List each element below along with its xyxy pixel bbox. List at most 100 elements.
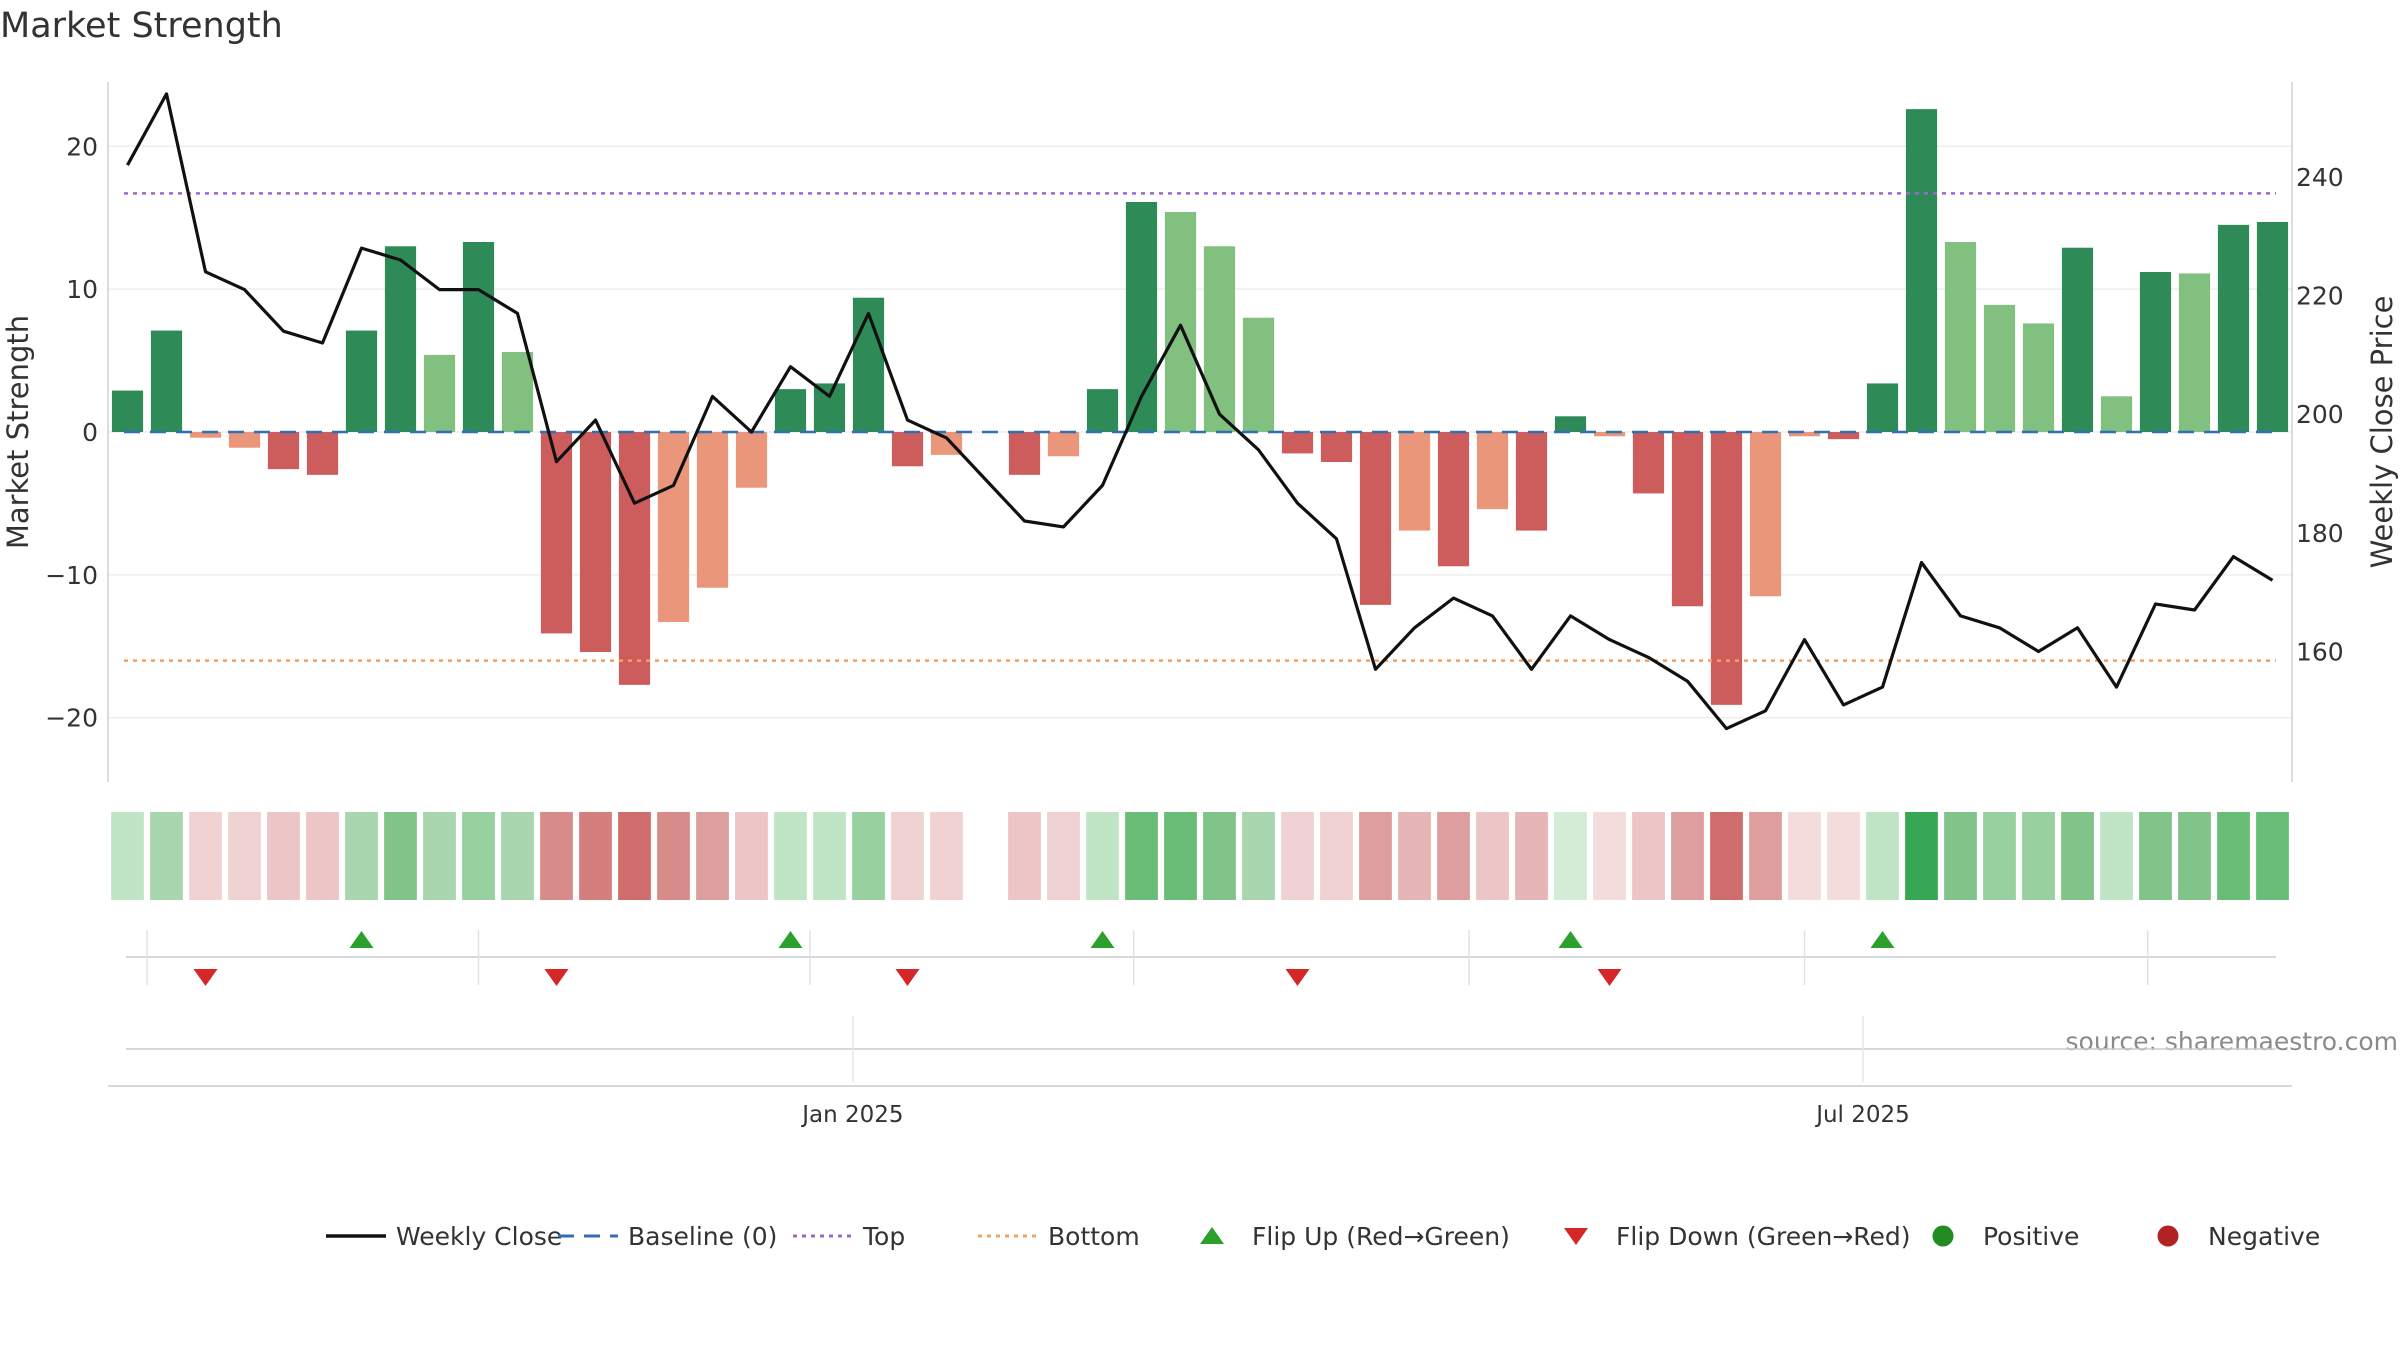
legend-label: Bottom (1048, 1222, 1140, 1251)
strength-bar (735, 432, 768, 488)
heat-strip-cell (657, 812, 690, 900)
strength-bar (1788, 432, 1821, 437)
strength-bar (1164, 212, 1197, 432)
strength-bar (2022, 323, 2055, 432)
strength-bar (1047, 432, 1080, 457)
strength-bar (1008, 432, 1041, 475)
y-tick-label: −10 (45, 561, 98, 590)
y2-tick-label: 220 (2296, 282, 2344, 311)
y2-tick-label: 160 (2296, 637, 2344, 666)
strength-bar (1320, 432, 1353, 462)
heat-strip-cell (1125, 812, 1158, 900)
heat-strip-cell (1008, 812, 1041, 900)
heat-strip-cell (1554, 812, 1587, 900)
legend-label: Weekly Close (396, 1222, 562, 1251)
heat-strip-cell (1398, 812, 1431, 900)
heat-strip-cell (306, 812, 339, 900)
timeline-layer: Jan 2025 Jul 2025 (108, 1016, 2292, 1128)
legend-item: Flip Down (Green→Red) (1564, 1222, 1911, 1251)
heat-strip-cell (345, 812, 378, 900)
heat-strip-cell (735, 812, 768, 900)
flip-up-marker (1090, 931, 1115, 948)
strength-bar (2100, 396, 2133, 432)
strength-bar (540, 432, 573, 634)
heat-strip-cell (1476, 812, 1509, 900)
y2-axis-label: Weekly Close Price (2365, 296, 2399, 569)
legend-marker-up (1200, 1227, 1224, 1244)
y2-tick-label: 200 (2296, 400, 2344, 429)
heat-strip-cell (540, 812, 573, 900)
heat-strip-cell (1866, 812, 1899, 900)
heat-strip-cell (852, 812, 885, 900)
strength-bar (1905, 109, 1938, 433)
strength-bar (150, 330, 183, 432)
flip-down-marker (1285, 969, 1310, 986)
legend-label: Top (862, 1222, 905, 1251)
heat-strip-cell (189, 812, 222, 900)
strength-bar (1944, 242, 1977, 432)
strength-bar (1749, 432, 1782, 597)
legend-marker-down (1564, 1228, 1588, 1245)
legend-label: Flip Down (Green→Red) (1616, 1222, 1911, 1251)
strength-bar (696, 432, 729, 588)
heat-strip-cell (1983, 812, 2016, 900)
y2-tick-label: 180 (2296, 519, 2344, 548)
strength-bar (111, 390, 144, 432)
legend-label: Positive (1983, 1222, 2079, 1251)
heat-strip-cell (579, 812, 612, 900)
heat-strip-cell (1281, 812, 1314, 900)
heat-strip-cell (2022, 812, 2055, 900)
heat-strip-cell (813, 812, 846, 900)
legend-item: Negative (2157, 1222, 2320, 1251)
heat-strip-cell (696, 812, 729, 900)
heat-strip-cell (1827, 812, 1860, 900)
strength-bar (267, 432, 300, 470)
heat-strip-cell (1632, 812, 1665, 900)
flip-down-marker (895, 969, 920, 986)
axes-layer: −20 −10 0 10 20 160 180 200 220 240 (45, 82, 2344, 782)
strength-bar (462, 242, 495, 432)
flip-up-marker (778, 931, 803, 948)
strength-bar (189, 432, 222, 438)
bars-layer (111, 109, 2289, 705)
strength-bar (1554, 416, 1587, 432)
strength-bar (1437, 432, 1470, 567)
heat-strip-cell (501, 812, 534, 900)
strength-bar (2139, 272, 2172, 432)
source-note: source: sharemaestro.com (2066, 1027, 2399, 1056)
heat-strip-cell (618, 812, 651, 900)
strength-bar (1398, 432, 1431, 531)
heat-strip-cell (1671, 812, 1704, 900)
strength-bar (2217, 224, 2250, 432)
heat-strip-cell (1047, 812, 1080, 900)
heat-strip-cell (384, 812, 417, 900)
flip-down-marker (1597, 969, 1622, 986)
strength-bar (1671, 432, 1704, 607)
heat-strip-cell (891, 812, 924, 900)
heat-strip-cell (150, 812, 183, 900)
heat-strip-cell (1593, 812, 1626, 900)
legend-item: Top (793, 1222, 905, 1251)
strength-bar (1281, 432, 1314, 454)
flip-up-marker (349, 931, 374, 948)
strength-bar (345, 330, 378, 432)
strength-bar (384, 246, 417, 432)
strength-bar (1515, 432, 1548, 531)
heat-strip-cell (1905, 812, 1938, 900)
flip-markers-layer (126, 930, 2276, 986)
legend: Weekly Close Baseline (0) Top Bottom Flip Up… (326, 1222, 2320, 1251)
heat-strip-cell (1710, 812, 1743, 900)
strength-bar (1203, 246, 1236, 432)
strength-bar (1983, 304, 2016, 432)
heat-strip-cell (1749, 812, 1782, 900)
strength-bar (1866, 383, 1899, 432)
strength-bar (1359, 432, 1392, 605)
weekly-close-line (126, 92, 2274, 731)
heat-strip-cell (2217, 812, 2250, 900)
heat-strip-cell (462, 812, 495, 900)
y-tick-label: −20 (45, 704, 98, 733)
x-tick-label: Jan 2025 (800, 1102, 903, 1128)
heat-strip-cell (423, 812, 456, 900)
